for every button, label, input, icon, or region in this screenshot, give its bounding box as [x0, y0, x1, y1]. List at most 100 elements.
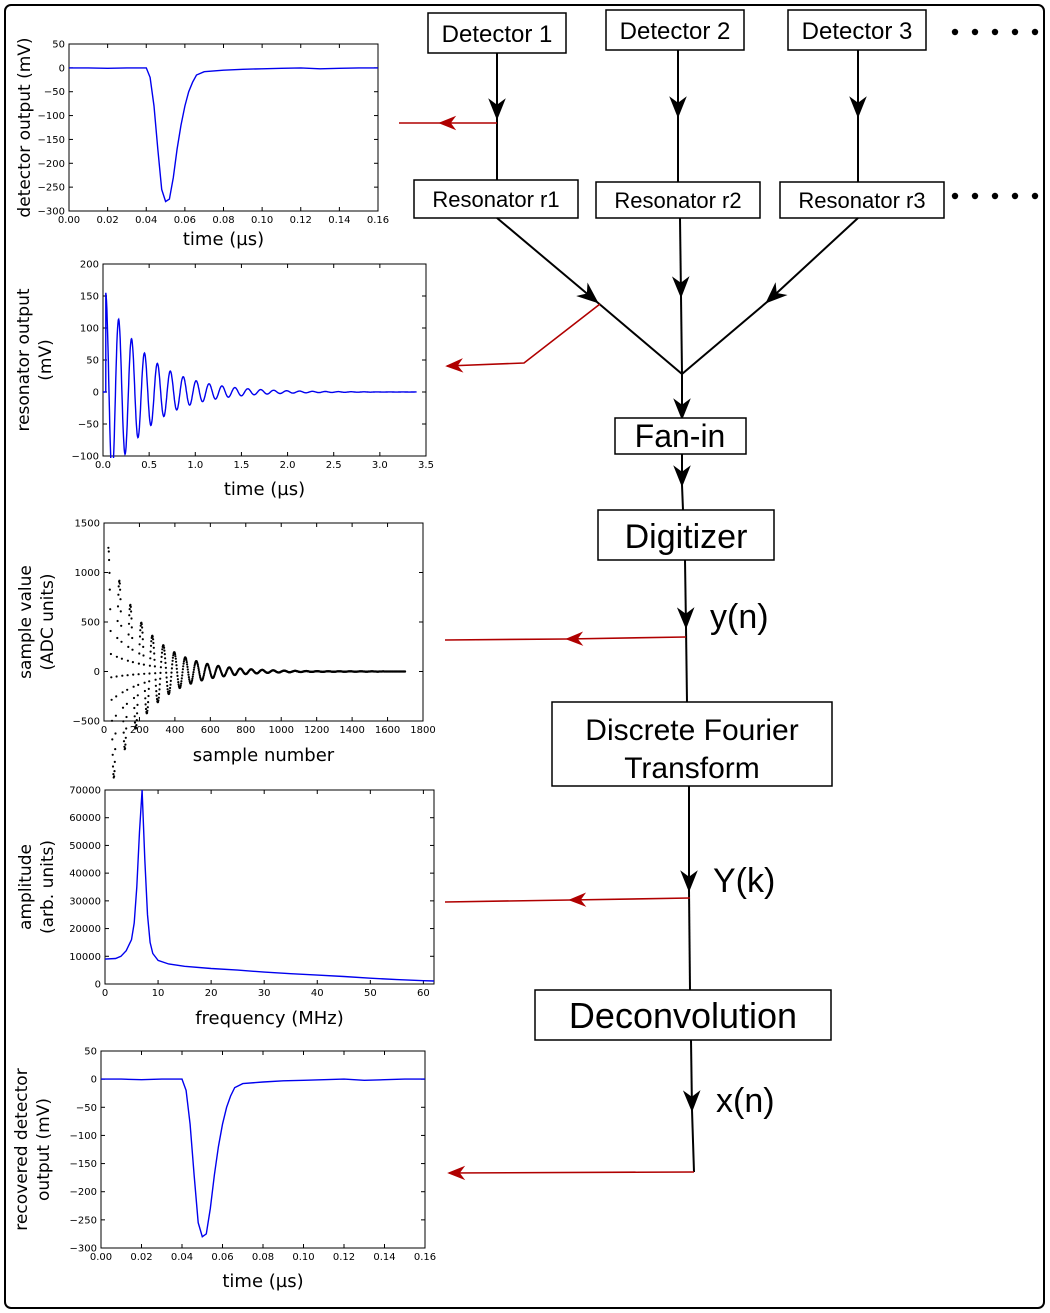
data-point: [139, 629, 142, 632]
tap-sample-values: [565, 631, 687, 646]
data-point: [185, 659, 188, 662]
chart-amplitude-spectrum: 0 10 20 30 40 50 60 70000 60000 50000 40000 30000 20…: [16, 786, 435, 1029]
x-tick-label: 0: [102, 988, 108, 999]
data-point: [110, 698, 113, 701]
tap-recovered-output: [447, 1165, 695, 1181]
data-point: [133, 721, 137, 724]
data-point: [131, 661, 134, 664]
data-point: [107, 546, 110, 549]
resonator-r2-box: [595, 181, 761, 219]
x-axis-label: time (µs): [222, 1271, 303, 1292]
data-point: [121, 674, 124, 677]
data-point: [132, 696, 136, 700]
data-point: [119, 588, 122, 591]
x-tick-label: 0.0: [95, 460, 111, 471]
data-point: [197, 667, 200, 670]
y-axis-label: resonator output: [14, 288, 34, 431]
data-point: [174, 657, 177, 660]
deconvolution-label: Deconvolution: [569, 995, 797, 1036]
data-point: [113, 760, 116, 764]
data-point: [169, 679, 172, 683]
data-point: [113, 770, 116, 773]
y-tick-label: 150: [80, 292, 99, 303]
data-point: [108, 571, 111, 575]
data-point: [121, 706, 125, 709]
data-point: [164, 661, 167, 665]
data-point: [131, 648, 134, 651]
y-tick-label: 50: [86, 356, 99, 367]
data-point: [130, 617, 133, 620]
data-point: [110, 719, 114, 722]
data-point: [198, 672, 201, 676]
data-point: [196, 663, 199, 666]
arrow-deconvolution-output: [682, 1039, 701, 1113]
data-point: [191, 675, 194, 678]
data-point: [122, 731, 125, 734]
data-point: [171, 663, 174, 666]
series-line: [105, 789, 434, 982]
data-point: [126, 688, 129, 691]
y-tick-label: 0: [91, 1075, 97, 1086]
data-point: [144, 697, 147, 700]
data-point: [138, 635, 142, 638]
x-tick-label: 30: [258, 988, 271, 999]
data-point: [139, 624, 142, 627]
data-point: [136, 703, 139, 707]
data-point: [124, 743, 127, 746]
data-point: [135, 726, 138, 730]
block-diagram: Detector 1 Detector 2 Detector 3 Resonat…: [399, 9, 1039, 1181]
x-tick-label: 0.02: [130, 1252, 152, 1263]
data-point: [128, 608, 131, 611]
resonator-r2-label: Resonator r2: [614, 188, 741, 213]
x-tick-label: 0.10: [292, 1252, 314, 1263]
data-point: [152, 638, 155, 641]
data-point: [163, 646, 166, 649]
data-point: [116, 619, 119, 623]
data-point: [136, 694, 139, 697]
x-tick-label: 0.02: [96, 215, 118, 226]
data-point: [148, 680, 151, 683]
data-point: [175, 664, 178, 667]
data-point: [114, 748, 117, 751]
y-tick-label: 0: [94, 667, 100, 678]
data-point: [109, 629, 112, 633]
fan-in-box: [614, 417, 747, 455]
data-point: [147, 694, 150, 698]
y-axis-label: amplitude: [16, 844, 36, 930]
data-point: [131, 636, 134, 640]
data-point: [182, 660, 185, 663]
data-point: [166, 688, 169, 691]
data-point: [187, 673, 190, 676]
data-point: [158, 692, 161, 696]
y-tick-label: 50000: [69, 841, 101, 852]
resonator-r3-box: [779, 181, 945, 219]
data-point: [159, 671, 162, 675]
data-point: [157, 699, 160, 702]
data-point: [142, 645, 145, 649]
data-point: [144, 703, 147, 706]
y-tick-label: 20000: [69, 924, 101, 935]
detector-2-box: [605, 9, 745, 51]
data-point: [152, 646, 155, 649]
x-tick-label: 1.0: [187, 460, 203, 471]
data-point: [122, 740, 126, 743]
y-tick-label: −500: [73, 717, 100, 728]
x-tick-label: 2.0: [280, 460, 296, 471]
x-tick-label: 0.12: [290, 215, 312, 226]
data-point: [135, 719, 138, 722]
data-point: [155, 697, 159, 701]
x-tick-label: 40: [311, 988, 324, 999]
x-tick-label: 1000: [268, 725, 293, 736]
x-tick-label: 0.06: [174, 215, 196, 226]
data-point: [136, 712, 139, 715]
data-point: [117, 585, 120, 588]
data-point: [163, 653, 166, 656]
data-point: [117, 593, 120, 596]
data-point: [107, 550, 110, 553]
y-tick-label: 0: [93, 388, 99, 399]
data-point: [179, 684, 182, 687]
data-point: [203, 672, 206, 675]
series-line: [69, 67, 378, 203]
data-point: [181, 674, 184, 677]
x-tick-label: 0.5: [141, 460, 157, 471]
